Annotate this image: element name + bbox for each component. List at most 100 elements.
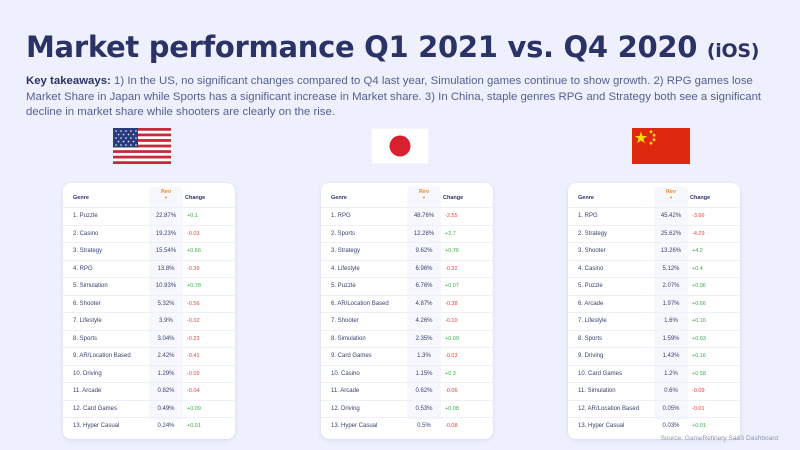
rev-share: 13.8% [157,265,175,272]
share-change: -0.10 [445,318,458,324]
share-change: -0.39 [187,265,200,272]
genre-name: 13. Hyper Casual [73,423,120,429]
table-row: 4. RPG 13.8% -0.39 [63,259,235,278]
sort-desc-icon: ▼ [669,195,673,200]
share-change: -0.01 [692,405,705,412]
genre-name: 6. Arcade [578,300,604,307]
rev-header-label: Rev [160,189,172,195]
share-change: +0.3 [445,370,456,377]
rev-share: 3.04% [157,335,175,342]
table-row: 5. Simulation 10.93% +0.78 [63,277,235,295]
table-row: 1. Puzzle 22.87% +0.1 [63,207,235,225]
table-row: 6. Shooter 5.32% -0.56 [63,294,235,313]
genre-name: 7. Lifestyle [578,318,607,324]
title-main: Market performance Q1 2021 vs. Q4 2020 [26,30,698,64]
share-change: -0.03 [445,353,458,359]
rev-share: 0.6% [664,388,678,394]
rev-share: 3.9% [159,318,173,324]
rev-share: 1.15% [415,370,433,377]
table-row: 13. Hyper Casual 0.03% +0.01 [568,417,740,435]
table-row: 6. Arcade 1.97% +0.66 [568,294,740,313]
genre-name: 2. Casino [73,230,99,237]
rev-share: 5.12% [662,265,680,272]
share-change: -0.38 [445,300,458,307]
share-change: -0.32 [445,265,458,272]
table-header: Genre Rev ▼ Change [321,183,493,207]
rev-share: 0.53% [415,405,433,412]
rev-header[interactable]: Rev ▼ [156,189,176,200]
table-row: 9. Driving 1.43% +0.16 [568,347,740,365]
rev-share: 2.35% [415,335,433,342]
key-takeaways: Key takeaways: 1) In the US, no signific… [26,74,786,121]
table-row: 10. Card Games 1.2% +0.58 [568,364,740,383]
takeaways-label: Key takeaways: [26,75,111,87]
genre-name: 2. Sports [331,230,356,237]
rev-share: 0.05% [662,405,680,412]
table-row: 7. Shooter 4.26% -0.10 [321,312,493,330]
genre-name: 11. Simulation [578,388,616,394]
rev-share: 48.76% [413,213,435,219]
rev-header[interactable]: Rev ▼ [661,189,681,200]
genre-name: 7. Lifestyle [73,318,102,324]
table-row: 6. AR/Location Based 4.87% -0.38 [321,294,493,313]
change-header: Change [443,195,464,201]
share-change: +0.01 [692,423,706,429]
table-row: 11. Arcade 0.62% -0.06 [321,382,493,400]
sort-desc-icon: ▼ [422,195,426,200]
rev-header-label: Rev [665,189,677,195]
share-change: +0.58 [692,370,706,377]
genre-name: 13. Hyper Casual [578,423,625,429]
rev-share: 1.6% [664,318,678,324]
genre-name: 3. Strategy [73,248,103,254]
rev-share: 1.2% [664,370,678,377]
share-change: -0.06 [445,388,458,394]
genre-name: 1. RPG [331,213,351,219]
genre-name: 10. Card Games [578,370,623,377]
table-row: 2. Sports 12.28% +2.7 [321,224,493,243]
table-row: 12. Card Games 0.49% +0.09 [63,399,235,418]
genre-header: Genre [331,195,347,201]
genre-name: 2. Strategy [578,230,608,237]
rev-share: 9.62% [415,248,433,254]
table-row: 3. Strategy 15.54% +0.66 [63,242,235,260]
rev-header[interactable]: Rev ▼ [414,189,434,200]
rev-share: 1.29% [157,370,175,377]
table-row: 1. RPG 48.76% -2.55 [321,207,493,225]
share-change: -0.03 [187,230,200,237]
share-change: +0.06 [692,283,706,289]
share-change: +0.76 [445,248,459,254]
table-row: 3. Shooter 13.26% +4.2 [568,242,740,260]
genre-name: 6. AR/Location Based [331,300,389,307]
title-platform: (iOS) [706,40,760,62]
table-row: 3. Strategy 9.62% +0.76 [321,242,493,260]
china-flag-icon [632,128,690,164]
genre-name: 10. Casino [331,370,360,377]
genre-name: 3. Strategy [331,248,361,254]
genre-name: 9. Card Games [331,353,372,359]
genre-name: 3. Shooter [578,248,606,254]
share-change: +0.16 [692,318,706,324]
share-change: +0.09 [187,405,201,412]
genre-name: 1. RPG [578,213,598,219]
share-change: -0.04 [187,388,200,394]
table-row: 5. Puzzle 2.07% +0.06 [568,277,740,295]
rev-share: 1.59% [662,335,680,342]
genre-header: Genre [73,195,89,201]
table-row: 8. Sports 1.59% +0.03 [568,329,740,348]
rev-share: 0.5% [417,423,431,429]
genre-name: 8. Sports [73,335,98,342]
us-genre-table: Genre Rev ▼ Change 1. Puzzle 22.87% +0.1 2. Cas… [63,183,235,439]
table-row: 5. Puzzle 6.76% +0.07 [321,277,493,295]
rev-share: 5.32% [157,300,175,307]
takeaways-text: 1) In the US, no significant changes com… [26,75,762,118]
genre-name: 1. Puzzle [73,213,98,219]
genre-name: 9. AR/Location Based [73,353,131,359]
table-row: 9. Card Games 1.3% -0.03 [321,347,493,365]
table-row: 8. Sports 3.04% -0.23 [63,329,235,348]
table-row: 1. RPG 45.42% -3.66 [568,207,740,225]
table-row: 10. Driving 1.29% -0.09 [63,364,235,383]
rev-share: 4.87% [415,300,433,307]
rev-share: 19.23% [155,230,177,237]
japan-genre-table: Genre Rev ▼ Change 1. RPG 48.76% -2.55 2. Sport… [321,183,493,439]
rev-header-label: Rev [418,189,430,195]
